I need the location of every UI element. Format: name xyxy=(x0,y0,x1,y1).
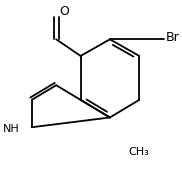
Text: Br: Br xyxy=(166,31,179,44)
Text: NH: NH xyxy=(3,124,20,134)
Text: O: O xyxy=(59,6,69,18)
Text: CH₃: CH₃ xyxy=(129,147,150,157)
